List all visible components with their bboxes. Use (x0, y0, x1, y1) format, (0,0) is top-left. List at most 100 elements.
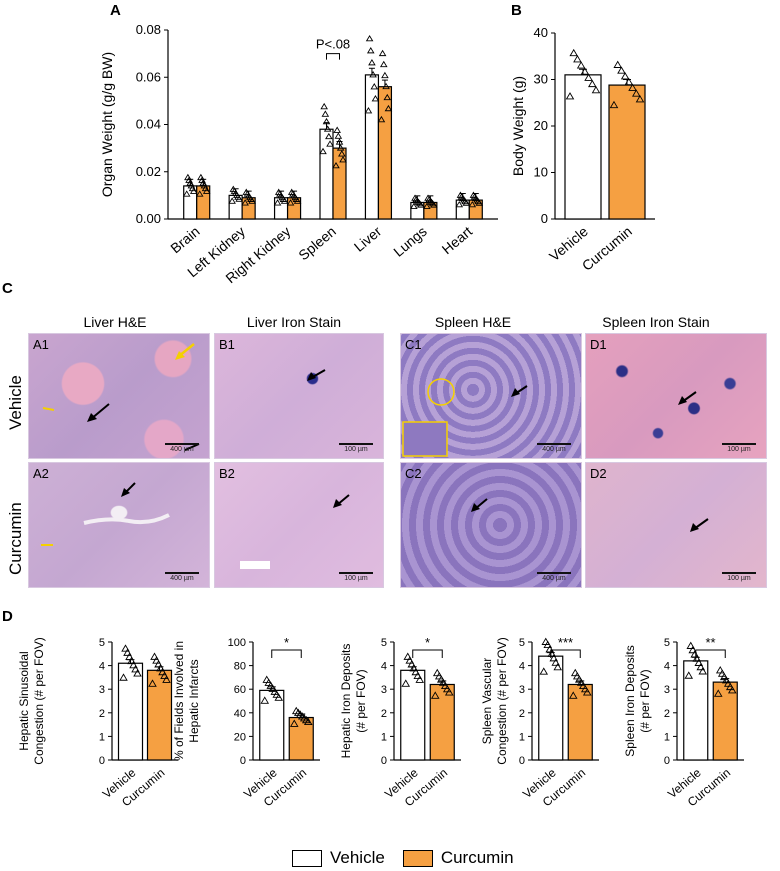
scale-bar: 400 µm (165, 572, 199, 582)
bar (146, 669, 173, 761)
data-point (715, 666, 725, 674)
y-tick-label: 40 (534, 25, 548, 40)
y-axis-label: Congestion (# per FOV) (32, 637, 46, 764)
bar (377, 86, 393, 220)
data-point (553, 662, 563, 671)
arrow-icon (402, 378, 528, 457)
data-point (235, 195, 243, 202)
data-point (133, 669, 142, 677)
data-point (366, 46, 375, 54)
data-point (410, 202, 418, 210)
y-axis-label: % of Fields Involved in (172, 641, 186, 761)
y-tick-label: 1 (381, 731, 387, 743)
y-tick-label: 4 (99, 661, 105, 673)
data-point (148, 679, 157, 687)
data-point (582, 688, 592, 696)
scale-bar: 100 µm (722, 443, 756, 453)
data-point (260, 696, 270, 704)
y-tick-label: 10 (534, 165, 548, 180)
legend-label-curcumin: Curcumin (440, 848, 514, 867)
y-tick-label: 0.02 (136, 164, 161, 179)
bar (288, 716, 314, 761)
data-point (320, 102, 328, 110)
data-point (303, 717, 313, 726)
data-point (322, 117, 331, 125)
data-point (338, 150, 346, 157)
tile-label: A2 (33, 466, 49, 481)
y-tick-label: 40 (234, 708, 246, 720)
data-point (692, 654, 702, 662)
data-point (694, 658, 704, 666)
y-axis-label: Body Weight (g) (510, 76, 526, 176)
y-tick-label: 3 (519, 684, 525, 696)
data-point (334, 132, 343, 139)
bar (364, 74, 380, 220)
data-point (368, 59, 376, 66)
data-point (470, 193, 479, 200)
data-point (150, 652, 159, 660)
data-point (696, 662, 706, 671)
tile-label: C2 (405, 466, 422, 481)
data-point (588, 79, 597, 88)
scale-bar: 100 µm (339, 443, 373, 453)
bar (683, 660, 709, 761)
arrow-icon (690, 518, 709, 532)
data-point (154, 660, 163, 668)
data-point (202, 187, 211, 194)
data-point (457, 193, 466, 200)
data-point (455, 200, 464, 208)
data-point (228, 197, 236, 204)
y-tick-label: 0.00 (136, 211, 161, 226)
tile-label: A1 (33, 337, 49, 352)
data-point (569, 48, 578, 57)
data-point (570, 668, 580, 677)
data-point (624, 77, 634, 86)
data-point (468, 200, 477, 208)
y-tick-label: 60 (234, 684, 246, 696)
data-point (121, 644, 130, 652)
x-tick-label: Spleen (295, 223, 339, 263)
data-point (432, 668, 442, 677)
data-point (335, 138, 344, 145)
row-title-curcumin: Curcumin (6, 502, 25, 575)
data-point (264, 678, 274, 686)
data-point (423, 202, 431, 210)
micrograph-b1: B1 100 µm (214, 333, 384, 459)
y-tick-label: 0.04 (136, 117, 161, 132)
data-point (379, 60, 388, 68)
data-point (411, 667, 421, 676)
significance-label: * (425, 635, 430, 650)
data-point (584, 73, 593, 81)
y-tick-label: 0 (99, 755, 105, 767)
data-point (551, 658, 561, 666)
micrograph-d1: D1 100 µm (585, 333, 767, 459)
data-point (280, 197, 289, 204)
significance-bracket (695, 649, 726, 658)
data-point (364, 107, 373, 114)
data-point (440, 681, 450, 690)
data-point (384, 104, 393, 112)
y-tick-label: 5 (99, 637, 105, 649)
data-point (409, 664, 419, 672)
data-point (291, 193, 300, 201)
scale-bar: 100 µm (339, 572, 373, 582)
data-point (278, 193, 287, 201)
y-axis-label: Hepatic Sinusoidal (17, 651, 31, 750)
data-point (444, 688, 454, 696)
data-point (276, 190, 284, 197)
data-point (543, 640, 553, 648)
data-point (129, 660, 138, 669)
data-point (246, 193, 254, 201)
data-point (568, 691, 578, 699)
bar (259, 689, 285, 761)
data-point (195, 190, 204, 197)
data-point (713, 689, 723, 697)
x-tick-label: Liver (351, 223, 385, 255)
data-point (119, 673, 128, 681)
significance-label: * (284, 635, 289, 650)
data-point (243, 190, 252, 197)
significance-bracket (550, 649, 581, 658)
y-axis-label: Congestion (# per FOV) (495, 637, 509, 764)
data-point (333, 126, 341, 133)
data-point (323, 125, 332, 132)
